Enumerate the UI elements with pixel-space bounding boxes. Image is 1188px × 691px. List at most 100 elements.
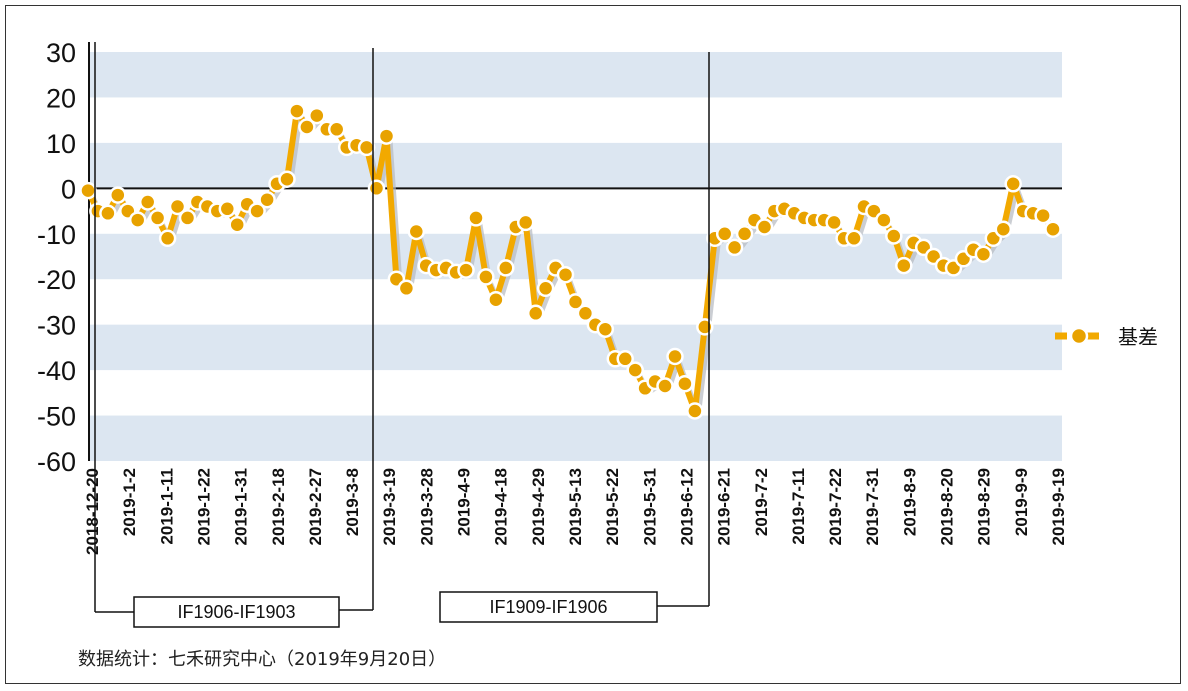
data-point [516,213,535,232]
data-point [994,220,1013,238]
x-tick-label: 2019-9-9 [1012,468,1031,536]
data-point [725,238,744,257]
data-point [666,347,684,366]
data-point [1004,175,1022,193]
data-point [79,181,97,200]
data-point [626,361,644,379]
band [89,324,1062,371]
x-tick-label: 2019-9-19 [1049,468,1068,546]
y-tick-label: 20 [46,83,76,113]
source-note: 数据统计：七禾研究中心（2019年9月20日） [78,649,446,670]
data-point [377,127,396,145]
x-tick-label: 2019-2-18 [269,468,288,546]
data-point [218,200,237,218]
data-point [407,222,426,241]
x-tick-label: 2019-1-22 [195,468,214,546]
contract-label: IF1909-IF1906 [489,597,607,617]
x-tick-label: 2019-3-19 [380,468,399,546]
x-tick-label: 2019-7-11 [789,468,808,545]
y-tick-label: -20 [37,265,76,295]
data-point [497,259,515,277]
x-tick-label: 2019-3-8 [343,468,362,536]
data-point [566,293,585,311]
data-point [109,186,127,204]
contract-label: IF1906-IF1903 [177,602,295,622]
band [89,415,1062,461]
data-point [168,197,187,216]
data-point [178,209,197,227]
data-point [556,265,575,284]
x-tick-label: 2019-5-22 [603,468,622,546]
data-point [128,211,147,229]
legend-label: 基差 [1118,325,1158,349]
x-tick-label: 2019-8-29 [975,468,994,546]
data-point [656,377,674,395]
data-point [327,120,346,139]
x-tick-label: 2019-6-12 [678,468,697,546]
background-bands [89,52,1062,461]
y-tick-label: 0 [61,174,76,204]
x-tick-label: 2019-4-29 [529,468,548,546]
series-points [79,102,1062,420]
data-point [487,290,505,309]
x-tick-label: 2019-1-11 [157,468,176,545]
y-tick-label: 10 [46,129,76,159]
y-tick-label: -10 [37,220,76,250]
y-tick-label: -30 [37,311,76,341]
x-tick-label: 2019-1-31 [232,468,251,546]
legend-marker [1069,326,1089,346]
data-point [258,190,276,209]
data-point [99,204,117,223]
x-tick-label: 2018-12-20 [83,468,102,555]
data-point [298,118,316,136]
data-point [148,209,167,227]
data-point [138,193,157,211]
x-tick-label: 2019-1-2 [120,468,139,536]
data-point [974,245,993,263]
y-tick-label: -40 [37,356,76,386]
data-point [735,225,754,243]
data-point [367,179,386,198]
x-tick-label: 2019-8-20 [938,468,957,546]
data-point [248,202,266,220]
x-tick-label: 2019-2-27 [306,468,325,546]
data-point [467,209,485,227]
x-tick-label: 2019-7-22 [826,468,845,546]
data-point [477,268,495,286]
data-point [686,402,704,420]
data-point [397,279,416,298]
data-point [228,215,246,234]
chart-frame: 30 20 10 0 -10 -20 -30 -40 -50 -60 2018-12-20 2019… [5,5,1181,684]
band [89,52,1062,98]
y-tick-label: -60 [37,447,76,477]
x-tick-label: 2019-4-18 [492,468,511,546]
data-point [845,229,863,248]
band [89,142,1062,189]
data-point [885,227,903,245]
data-point [576,304,595,323]
data-point [457,261,475,279]
contract-label-box [133,596,340,628]
data-point [696,318,714,336]
data-point [825,213,843,232]
y-tick-label: -50 [37,402,76,432]
data-point [278,170,296,188]
x-tick-label: 2019-6-21 [715,468,734,546]
y-tick-label: 30 [46,38,76,68]
x-tick-label: 2019-4-9 [455,468,474,536]
data-point [526,304,545,323]
basis-line-chart: 30 20 10 0 -10 -20 -30 -40 -50 -60 2018-12-20 2019… [37,38,1158,670]
contract-label-box [439,591,658,623]
data-point [875,211,893,229]
data-point [1034,206,1052,225]
contract-markers: IF1906-IF1903 IF1909-IF1906 [94,42,710,628]
data-point [715,225,734,243]
x-tick-label: 2019-7-31 [863,468,882,546]
x-tick-label: 2019-5-31 [640,468,659,546]
data-point [755,218,774,236]
legend: 基差 [1055,325,1158,349]
x-tick-label: 2019-7-2 [752,468,771,536]
data-point [616,350,634,368]
data-point [308,106,326,125]
data-point [536,279,555,298]
